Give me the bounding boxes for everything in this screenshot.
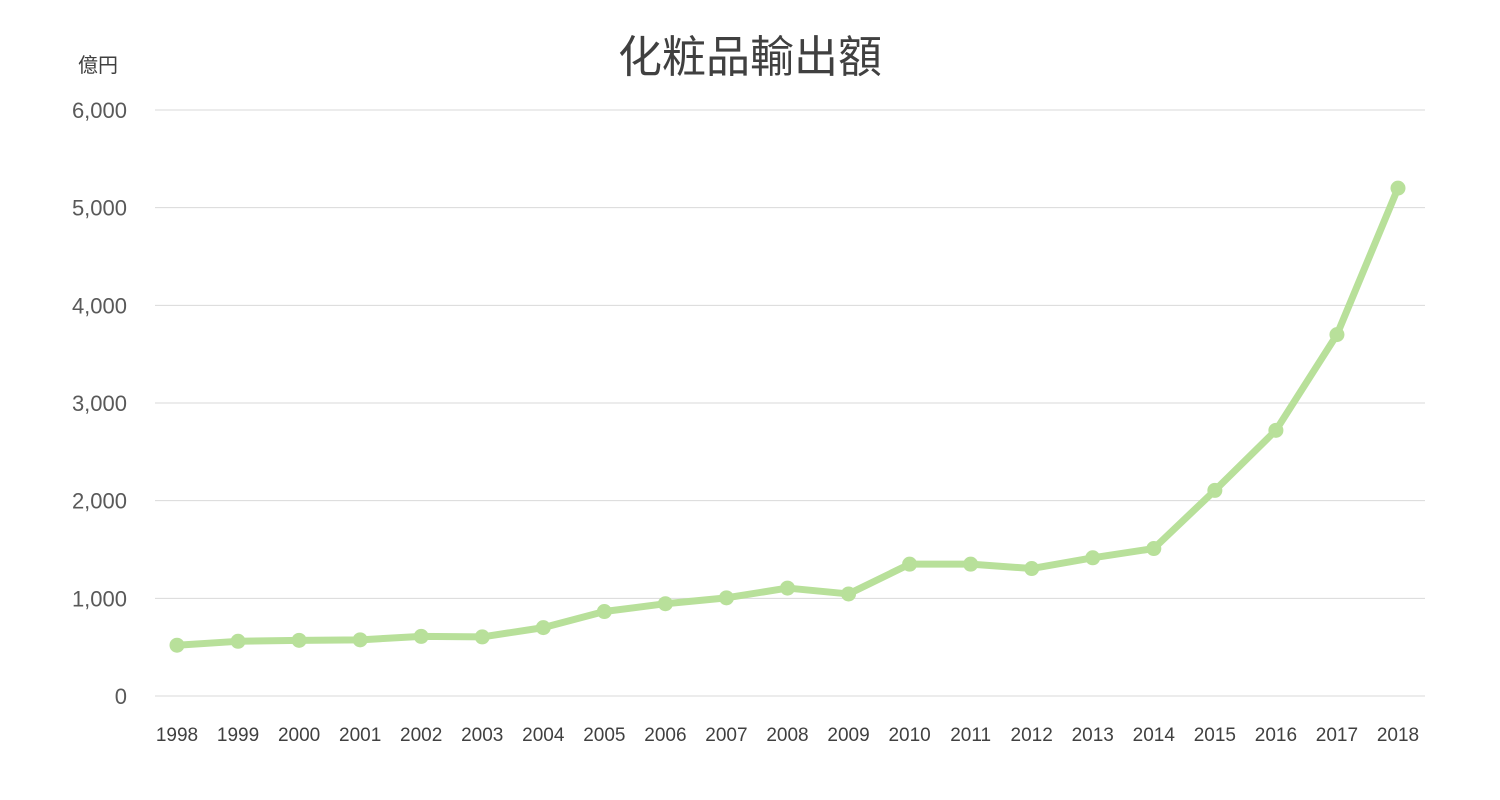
data-point-1999 <box>230 633 246 649</box>
x-tick-label: 2017 <box>1316 725 1358 746</box>
x-tick-label: 2011 <box>950 725 991 746</box>
x-axis-tick-labels: 1998 1999 2000 2001 2002 2003 2004 2005 2006 2007… <box>156 725 1419 746</box>
x-tick-label: 2000 <box>278 725 320 746</box>
data-point-2002 <box>413 628 429 644</box>
x-tick-label: 2004 <box>522 725 565 746</box>
data-point-2009 <box>841 586 857 602</box>
x-tick-label: 2006 <box>644 725 686 746</box>
y-tick-label: 1,000 <box>72 586 127 611</box>
x-tick-label: 2008 <box>766 725 808 746</box>
x-tick-label: 2015 <box>1194 725 1236 746</box>
data-point-2004 <box>535 620 551 636</box>
data-point-2011 <box>963 556 979 572</box>
x-tick-label: 2005 <box>583 725 625 746</box>
y-axis-unit-label: 億円 <box>78 53 118 77</box>
data-point-2017 <box>1329 327 1345 343</box>
data-point-2006 <box>657 596 673 612</box>
data-point-2014 <box>1146 541 1162 557</box>
data-point-2010 <box>902 556 918 572</box>
data-point-2001 <box>352 632 368 648</box>
x-tick-label: 2010 <box>888 725 930 746</box>
x-tick-label: 2012 <box>1011 725 1053 746</box>
x-tick-label: 2009 <box>827 725 869 746</box>
data-point-2012 <box>1024 561 1040 577</box>
x-tick-label: 2001 <box>339 725 381 746</box>
x-tick-label: 2016 <box>1255 725 1297 746</box>
x-tick-label: 1998 <box>156 725 198 746</box>
chart-title: 化粧品輸出額 <box>618 32 882 83</box>
data-point-2007 <box>718 590 734 606</box>
x-tick-label: 2002 <box>400 725 442 746</box>
series-line <box>173 184 1402 649</box>
data-point-2016 <box>1268 422 1284 438</box>
y-tick-label: 3,000 <box>72 391 127 416</box>
y-axis-tick-labels: 0 1,000 2,000 3,000 4,000 5,000 6,000 <box>72 98 127 709</box>
series-layer <box>169 180 1406 653</box>
y-tick-label: 0 <box>115 684 127 709</box>
y-tick-label: 5,000 <box>72 196 127 221</box>
x-tick-label: 2018 <box>1377 725 1419 746</box>
y-tick-label: 2,000 <box>72 489 127 514</box>
data-point-2000 <box>291 632 307 648</box>
data-point-2013 <box>1085 550 1101 566</box>
data-point-1998 <box>169 637 185 653</box>
data-point-2003 <box>474 629 490 645</box>
data-point-2018 <box>1390 180 1406 196</box>
data-point-2005 <box>596 604 612 620</box>
x-tick-label: 2003 <box>461 725 503 746</box>
x-tick-label: 2007 <box>705 725 747 746</box>
y-tick-label: 4,000 <box>72 293 127 318</box>
y-tick-label: 6,000 <box>72 98 127 123</box>
x-tick-label: 2013 <box>1072 725 1114 746</box>
data-point-2015 <box>1207 482 1223 498</box>
x-tick-label: 2014 <box>1133 725 1176 746</box>
x-tick-label: 1999 <box>217 725 259 746</box>
gridlines <box>155 109 1425 697</box>
data-point-2008 <box>780 580 795 596</box>
